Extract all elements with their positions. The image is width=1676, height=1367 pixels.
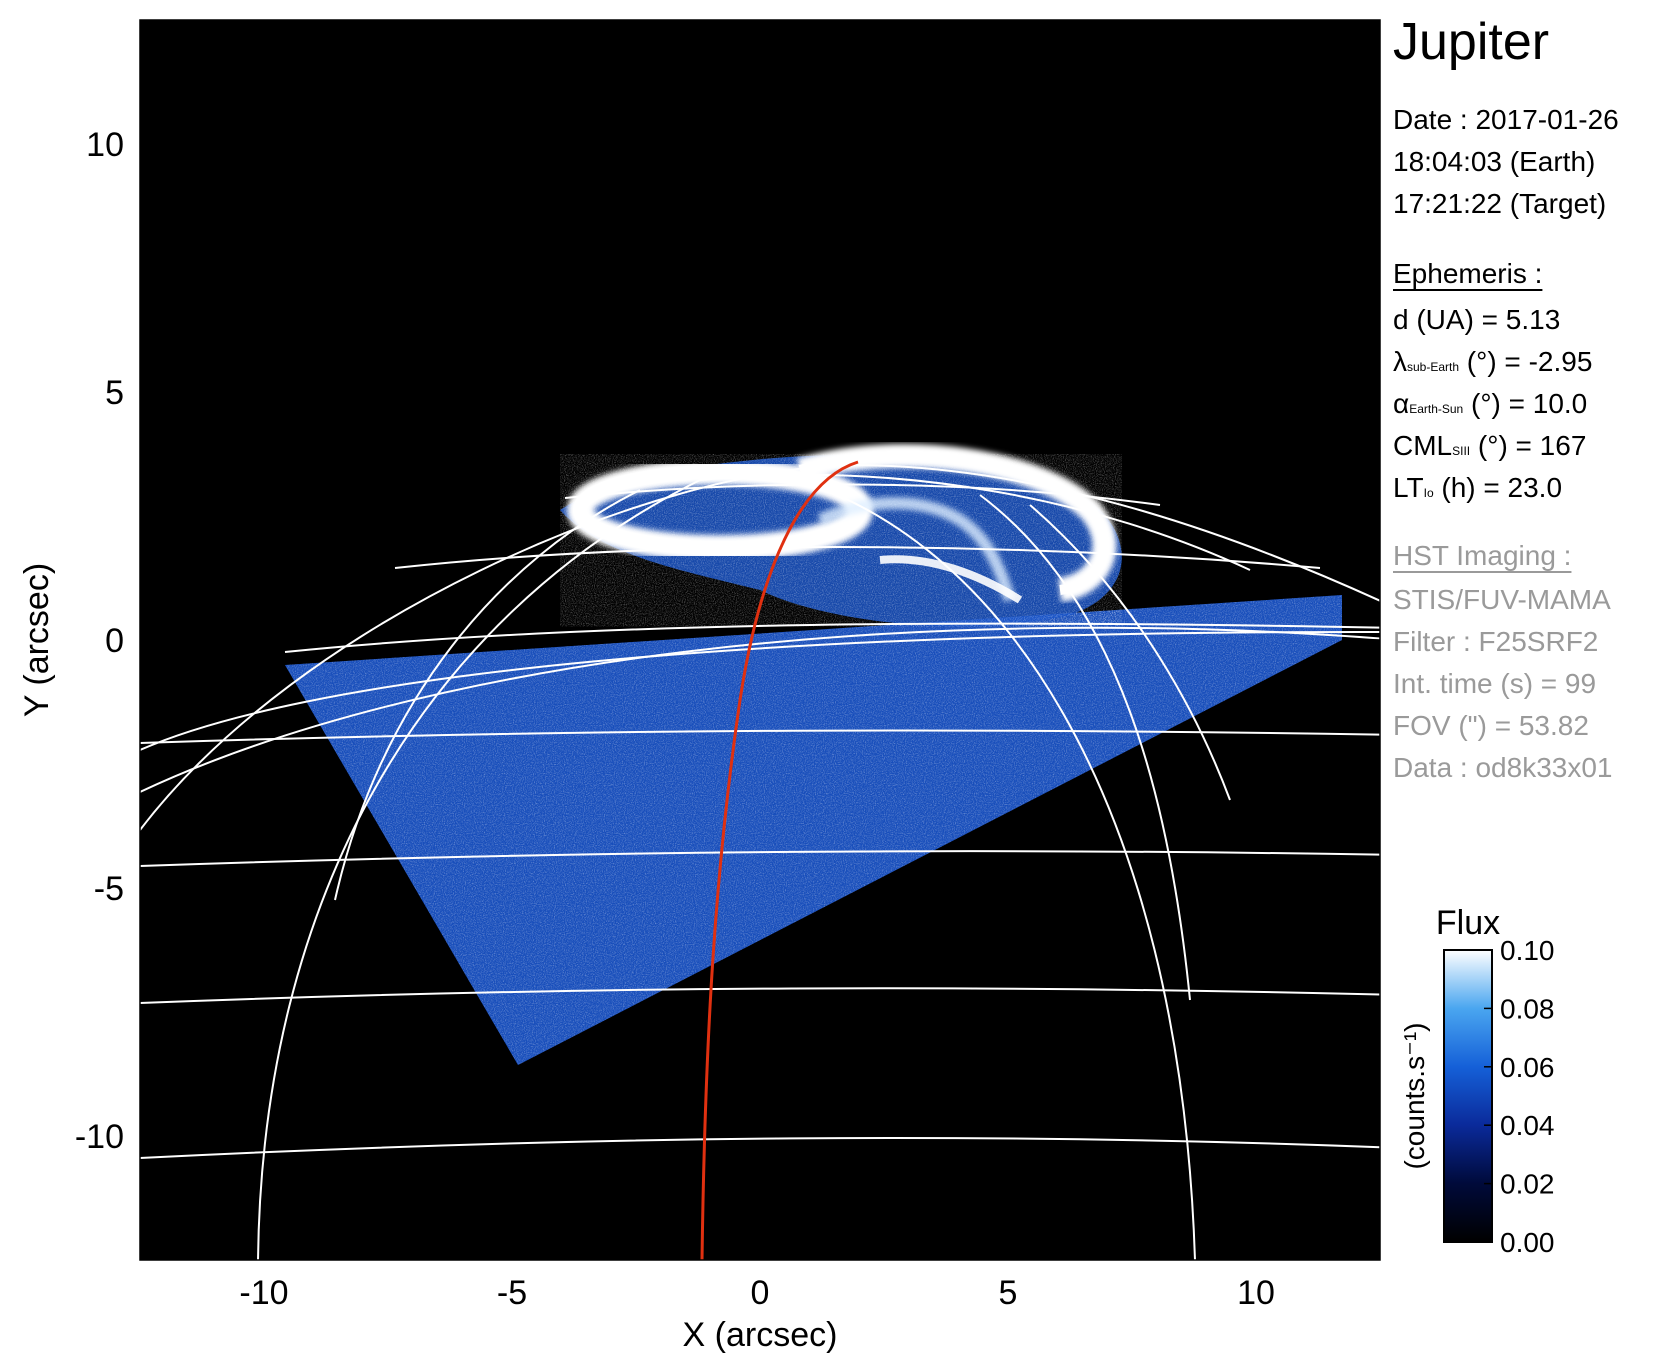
earth-time-line: 18:04:03 (Earth)	[1393, 146, 1596, 177]
y-tick-label: 5	[105, 374, 124, 412]
colorbar-tick-label: 0.10	[1500, 935, 1555, 966]
colorbar-tick-label: 0.08	[1500, 993, 1555, 1024]
y-axis-label: Y (arcsec)	[18, 563, 56, 717]
cml-subscript: SIII	[1452, 444, 1471, 458]
target-time-line: 17:21:22 (Target)	[1393, 188, 1607, 219]
x-tick-label: 10	[1237, 1274, 1275, 1312]
latitude-line	[284, 622, 1380, 653]
axes: -10 -5 0 5 10 -10 -5 0 5 10	[75, 20, 1380, 1312]
latitude-line	[140, 630, 1380, 751]
lambda-value: (°) = -2.95	[1459, 346, 1593, 377]
ephemeris-header: Ephemeris :	[1393, 258, 1543, 289]
colorbar-tick-label: 0.06	[1500, 1052, 1555, 1083]
lt-subscript: Io	[1423, 486, 1434, 500]
y-tick-label: -10	[75, 1118, 124, 1156]
longitude-line	[979, 494, 1191, 1001]
y-tick-label: 0	[105, 622, 124, 660]
colorbar-tick-label: 0.02	[1500, 1169, 1555, 1200]
longitude-line	[759, 469, 1196, 1260]
latitude-line	[140, 1136, 1380, 1159]
date-line: Date : 2017-01-26	[1393, 104, 1619, 135]
io-footprint-curve	[700, 460, 859, 1260]
longitude-line	[1029, 504, 1231, 801]
longitude-line	[334, 489, 641, 901]
colorbar-gradient	[1443, 949, 1493, 1243]
latitude-line	[140, 987, 1380, 1004]
alpha-value: (°) = 10.0	[1463, 388, 1588, 419]
latitude-line	[140, 850, 1380, 867]
x-tick-label: -5	[497, 1274, 527, 1312]
alpha-subscript: Earth-Sun	[1409, 402, 1464, 416]
distance-line: d (UA) = 5.13	[1393, 304, 1561, 335]
lt-symbol: LT	[1393, 472, 1424, 503]
lt-value: (h) = 23.0	[1433, 472, 1563, 503]
latitude-line	[140, 729, 1380, 744]
colorbar-tick-label: 0.00	[1500, 1227, 1555, 1258]
y-tick-label: -5	[94, 870, 124, 908]
x-axis-label: X (arcsec)	[683, 1316, 838, 1354]
int-time-line: Int. time (s) = 99	[1393, 668, 1597, 699]
x-tick-label: 0	[751, 1274, 770, 1312]
latitude-line	[140, 463, 1380, 831]
filter-line: Filter : F25SRF2	[1393, 626, 1599, 657]
colorbar-tick-label: 0.04	[1500, 1110, 1555, 1141]
colorbar-label: (counts.s⁻¹)	[1399, 1022, 1430, 1169]
colorbar-title: Flux	[1436, 904, 1500, 942]
cml-line: CMLSIII (°) = 167	[1393, 430, 1586, 462]
longitude-line	[257, 479, 701, 1260]
dataset-line: Data : od8k33x01	[1393, 752, 1613, 783]
planet-grid	[140, 463, 1380, 1260]
colorbar: Flux 0.00 0.02 0.04 0.06 0.08 0.10 (counts.s⁻…	[1399, 904, 1555, 1258]
alpha-symbol: α	[1393, 388, 1410, 419]
colorbar-ticks: 0.00 0.02 0.04 0.06 0.08 0.10	[1484, 935, 1555, 1258]
fov-line: FOV (") = 53.82	[1393, 710, 1589, 741]
cml-value: (°) = 167	[1470, 430, 1587, 461]
lambda-subscript: sub-Earth	[1407, 360, 1460, 374]
planet-title: Jupiter	[1393, 13, 1550, 71]
cml-symbol: CML	[1393, 430, 1453, 461]
instrument-line: STIS/FUV-MAMA	[1393, 584, 1611, 615]
x-tick-label: 5	[999, 1274, 1018, 1312]
latitude-line	[394, 546, 1321, 569]
local-time-line: LTIo (h) = 23.0	[1393, 472, 1562, 504]
lambda-symbol: λ	[1393, 346, 1407, 377]
lambda-line: λsub-Earth (°) = -2.95	[1393, 346, 1592, 378]
x-tick-label: -10	[239, 1274, 288, 1312]
y-tick-label: 10	[86, 126, 124, 164]
alpha-line: αEarth-Sun (°) = 10.0	[1393, 388, 1587, 420]
hst-header: HST Imaging :	[1393, 540, 1572, 571]
